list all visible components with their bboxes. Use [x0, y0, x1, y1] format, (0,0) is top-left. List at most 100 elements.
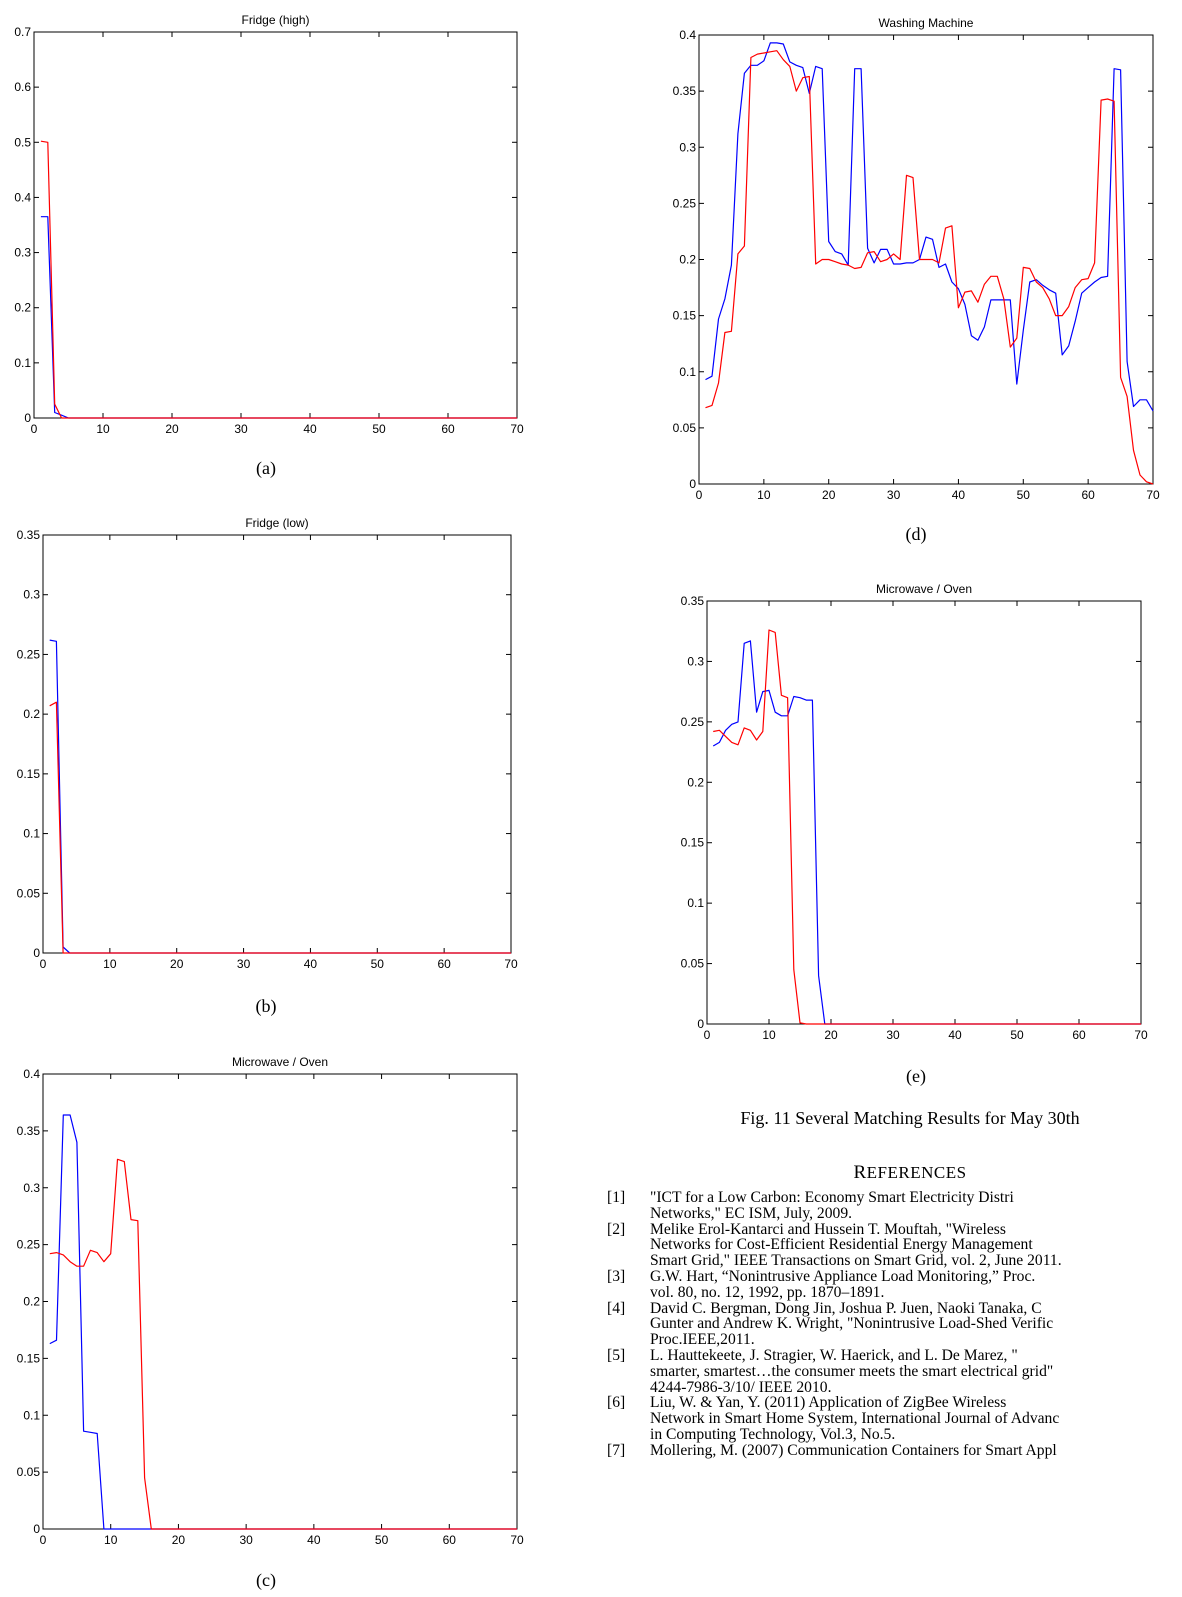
y-tick-label: 0.25 [681, 715, 705, 729]
x-tick-label: 20 [824, 1028, 838, 1042]
references-heading-rest: EFERENCES [866, 1163, 967, 1182]
reference-line: Network in Smart Home System, Internatio… [650, 1410, 1060, 1428]
y-tick-label: 0.5 [14, 135, 31, 149]
y-tick-label: 0.05 [673, 421, 697, 435]
y-tick-label: 0.1 [23, 1408, 40, 1422]
series-line-c-2 [49, 1158, 517, 1530]
reference-line: Melike Erol-Kantarci and Hussein T. Mouf… [650, 1221, 1006, 1238]
y-tick-label: 0.15 [673, 309, 697, 323]
plot-frame-b [42, 534, 512, 954]
x-tick-label: 40 [307, 1533, 321, 1547]
y-tick-label: 0.25 [17, 647, 41, 661]
y-tick-label: 0.4 [23, 1067, 40, 1081]
x-tick-label: 20 [165, 422, 179, 436]
reference-line: Networks for Cost-Efficient Residential … [650, 1236, 1033, 1254]
reference-number: [5] [607, 1347, 626, 1364]
x-tick-label: 70 [1134, 1028, 1148, 1042]
x-tick-label: 0 [696, 488, 703, 502]
reference-number: [4] [607, 1300, 626, 1317]
y-tick-label: 0.1 [687, 896, 704, 910]
x-tick-label: 10 [757, 488, 771, 502]
figure-caption: Fig. 11 Several Matching Results for May… [740, 1108, 1080, 1128]
x-tick-label: 40 [303, 422, 317, 436]
x-tick-label: 0 [31, 422, 38, 436]
y-tick-label: 0.05 [681, 957, 705, 971]
reference-line: in Computing Technology, Vol.3, No.5. [650, 1425, 896, 1443]
reference-line: "ICT for a Low Carbon: Economy Smart Ele… [650, 1190, 1014, 1206]
reference-number: [3] [607, 1268, 626, 1285]
chart-title-b: Fridge (low) [245, 516, 308, 530]
x-tick-label: 10 [103, 957, 117, 971]
x-tick-label: 60 [441, 422, 455, 436]
chart-title-d: Washing Machine [879, 16, 974, 30]
x-tick-label: 30 [237, 957, 251, 971]
y-tick-label: 0.3 [679, 140, 696, 154]
reference-item: [1] "ICT for a Low Carbon: Economy Smart… [607, 1190, 1182, 1222]
reference-number: [6] [607, 1395, 626, 1412]
reference-item: [6] Liu, W. & Yan, Y. (2011) Application… [607, 1395, 1182, 1442]
y-tick-label: 0.05 [17, 886, 41, 900]
x-tick-label: 70 [510, 1533, 524, 1547]
chart-title-e: Microwave / Oven [876, 582, 972, 596]
y-tick-label: 0.4 [14, 190, 31, 204]
reference-item: [4] David C. Bergman, Dong Jin, Joshua P… [607, 1301, 1182, 1348]
reference-line: Proc.IEEE,2011. [650, 1331, 755, 1348]
reference-line: Smart Grid," IEEE Transactions on Smart … [650, 1252, 1062, 1269]
reference-line: David C. Bergman, Dong Jin, Joshua P. Ju… [650, 1300, 1042, 1317]
y-tick-label: 0.05 [17, 1465, 41, 1479]
x-tick-label: 30 [239, 1533, 253, 1547]
x-tick-label: 30 [234, 422, 248, 436]
x-tick-label: 60 [443, 1533, 457, 1547]
x-tick-label: 40 [952, 488, 966, 502]
reference-number: [7] [607, 1442, 626, 1459]
plot-frame-c [42, 1073, 518, 1530]
chart-title-a: Fridge (high) [241, 13, 309, 27]
plot-frame-a [33, 31, 518, 419]
series-line-b-2 [49, 701, 511, 954]
y-tick-label: 0 [33, 946, 40, 960]
y-tick-label: 0 [24, 411, 31, 425]
x-tick-label: 60 [437, 957, 451, 971]
reference-line: 4244-7986-3/10/ IEEE 2010. [650, 1378, 832, 1396]
x-tick-label: 40 [304, 957, 318, 971]
figure-label-d: (d) [905, 524, 927, 544]
x-tick-label: 20 [822, 488, 836, 502]
plot-frame-e [706, 600, 1142, 1025]
reference-line: vol. 80, no. 12, 1992, pp. 1870–1891. [650, 1283, 885, 1301]
chart-title-c: Microwave / Oven [232, 1055, 328, 1069]
series-line-d-1 [705, 42, 1154, 412]
reference-line: Mollering, M. (2007) Communication Conta… [650, 1442, 1057, 1459]
x-tick-label: 60 [1072, 1028, 1086, 1042]
reference-item: [7] Mollering, M. (2007) Communication C… [607, 1443, 1182, 1459]
series-line-d-2 [705, 50, 1154, 485]
x-tick-label: 20 [170, 957, 184, 971]
x-tick-label: 50 [372, 422, 386, 436]
y-tick-label: 0.35 [17, 1124, 41, 1138]
series-line-a-2 [40, 140, 517, 419]
reference-number: [2] [607, 1221, 626, 1238]
x-tick-label: 60 [1081, 488, 1095, 502]
y-tick-label: 0.3 [687, 654, 704, 668]
references-heading-initial: R [853, 1162, 867, 1183]
reference-item: [3] G.W. Hart, “Nonintrusive Appliance L… [607, 1269, 1182, 1301]
reference-item: [5] L. Hauttekeete, J. Stragier, W. Haer… [607, 1348, 1182, 1395]
reference-item: [2] Melike Erol-Kantarci and Hussein T. … [607, 1222, 1182, 1269]
y-tick-label: 0.15 [17, 1351, 41, 1365]
references-list: [1] "ICT for a Low Carbon: Economy Smart… [607, 1190, 1182, 1459]
x-tick-label: 10 [762, 1028, 776, 1042]
x-tick-label: 30 [886, 1028, 900, 1042]
y-tick-label: 0.25 [17, 1238, 41, 1252]
y-tick-label: 0.4 [679, 28, 696, 42]
x-tick-label: 50 [1010, 1028, 1024, 1042]
y-tick-label: 0 [689, 477, 696, 491]
x-tick-label: 0 [40, 1533, 47, 1547]
x-tick-label: 50 [371, 957, 385, 971]
y-tick-label: 0.3 [14, 246, 31, 260]
figure-label-b: (b) [255, 996, 277, 1016]
reference-line: smarter, smartest…the consumer meets the… [650, 1362, 1054, 1380]
reference-line: L. Hauttekeete, J. Stragier, W. Haerick,… [650, 1347, 1018, 1364]
y-tick-label: 0.15 [17, 767, 41, 781]
x-tick-label: 70 [504, 957, 518, 971]
references-heading: REFERENCES [630, 1162, 1182, 1184]
x-tick-label: 10 [104, 1533, 118, 1547]
